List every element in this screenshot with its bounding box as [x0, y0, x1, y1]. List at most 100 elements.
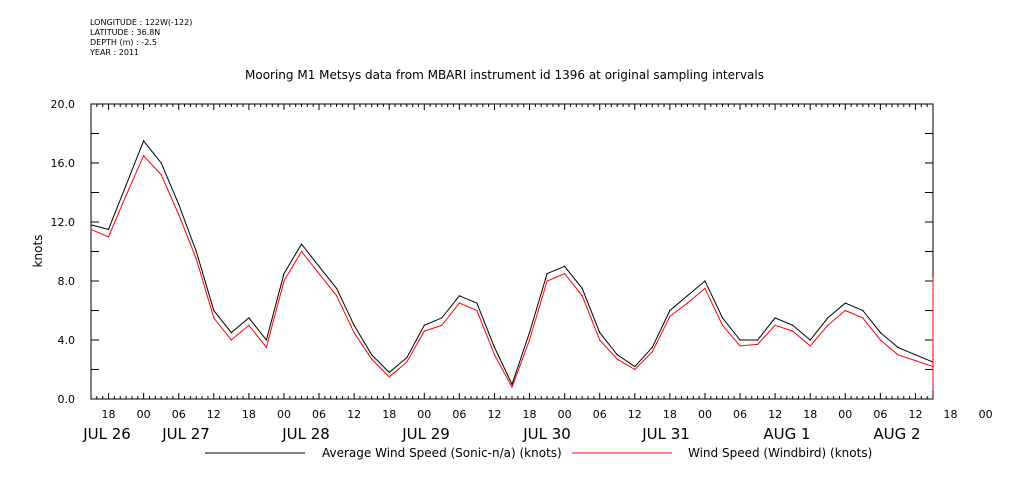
x-day-label: JUL 26 — [82, 425, 131, 443]
data-point — [669, 309, 671, 312]
data-point — [458, 295, 460, 297]
data-point — [756, 343, 759, 346]
data-point — [318, 273, 320, 275]
x-tick-label: 00 — [417, 408, 431, 421]
data-point — [774, 317, 776, 319]
series-line-windbird — [90, 154, 934, 391]
y-tick-label: 20.0 — [51, 98, 76, 111]
x-tick-label: 12 — [207, 408, 221, 421]
x-tick-label: 00 — [277, 408, 291, 421]
x-tick-label: 00 — [558, 408, 572, 421]
x-tick-label: 06 — [593, 408, 607, 421]
data-point — [265, 339, 268, 341]
data-point — [423, 324, 425, 326]
data-point — [844, 309, 846, 312]
data-point — [195, 258, 197, 260]
data-point — [914, 354, 917, 356]
data-point — [406, 361, 408, 363]
data-point — [669, 315, 671, 317]
x-tick-label: 00 — [137, 408, 151, 421]
x-day-label: JUL 30 — [522, 425, 571, 443]
data-point — [265, 346, 268, 348]
data-point — [721, 317, 724, 319]
data-point — [213, 309, 215, 312]
data-point — [406, 357, 408, 359]
data-point — [721, 324, 724, 326]
x-tick-label: 06 — [733, 408, 747, 421]
data-point — [914, 360, 917, 362]
data-point — [581, 295, 583, 297]
x-tick-label: 12 — [487, 408, 501, 421]
data-point — [564, 273, 566, 275]
data-point — [809, 339, 811, 341]
data-point — [143, 155, 145, 157]
x-day-label: JUL 29 — [401, 425, 450, 443]
data-point — [932, 386, 934, 388]
x-day-label: AUG 1 — [763, 425, 810, 443]
x-day-label: AUG 2 — [873, 425, 920, 443]
data-point — [932, 273, 934, 275]
latitude-label: LATITUDE : 36.8N — [90, 28, 161, 37]
data-point — [704, 287, 706, 289]
data-point — [300, 250, 303, 253]
y-tick-label: 16.0 — [51, 157, 76, 170]
data-point — [371, 358, 373, 360]
data-point — [932, 295, 934, 297]
x-tick-label: 00 — [979, 408, 993, 421]
data-point — [739, 339, 741, 341]
data-point — [581, 287, 583, 289]
plot-frame — [90, 103, 934, 400]
data-point — [125, 194, 127, 197]
data-point — [90, 228, 92, 230]
data-point — [774, 324, 776, 326]
data-point — [827, 324, 829, 326]
data-point — [932, 358, 934, 360]
data-point — [616, 354, 618, 356]
data-point — [283, 273, 285, 275]
data-point — [528, 332, 531, 334]
data-point — [756, 339, 759, 341]
data-point — [213, 317, 215, 319]
data-point — [704, 280, 706, 282]
x-day-label: JUL 31 — [641, 425, 690, 443]
data-point — [248, 324, 250, 326]
depth-label: DEPTH (m) : -2.5 — [90, 38, 157, 47]
data-point — [932, 277, 934, 279]
data-point — [143, 140, 145, 142]
data-point — [353, 324, 355, 326]
x-tick-label: 18 — [944, 408, 958, 421]
y-axis-label: knots — [31, 235, 45, 268]
data-point — [792, 324, 794, 326]
data-point — [178, 203, 180, 205]
x-tick-label: 18 — [242, 408, 256, 421]
data-point — [932, 351, 934, 353]
x-tick-label: 12 — [908, 408, 922, 421]
data-point — [932, 332, 934, 334]
data-point — [248, 317, 250, 319]
data-point — [107, 236, 110, 238]
longitude-label: LONGITUDE : 122W(-122) — [90, 18, 193, 27]
data-point — [792, 330, 794, 332]
x-tick-label: 06 — [873, 408, 887, 421]
data-point — [546, 280, 548, 282]
data-point — [335, 287, 338, 289]
data-point — [862, 309, 864, 312]
data-point — [932, 389, 934, 391]
data-point — [599, 339, 601, 341]
data-point — [932, 345, 934, 347]
data-point — [651, 351, 653, 353]
data-point — [511, 386, 513, 388]
series-line-sonic — [90, 139, 934, 388]
data-point — [335, 295, 338, 297]
data-point — [318, 265, 320, 267]
data-point — [739, 345, 741, 347]
data-point — [809, 345, 811, 347]
data-point — [932, 309, 934, 312]
data-point — [528, 339, 531, 341]
data-point — [686, 295, 689, 297]
x-tick-label: 18 — [803, 408, 817, 421]
data-point — [178, 214, 180, 216]
data-point — [932, 355, 934, 357]
data-point — [125, 184, 127, 186]
data-point — [634, 365, 636, 368]
